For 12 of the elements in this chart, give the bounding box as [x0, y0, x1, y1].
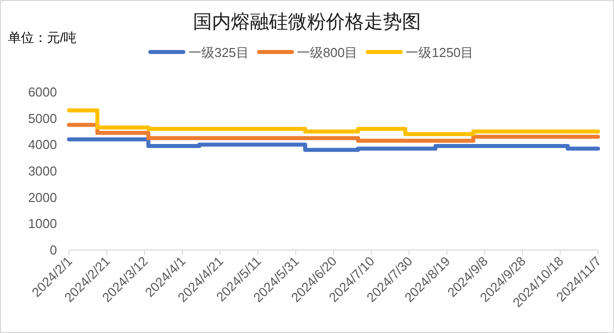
y-tick-label: 5000	[28, 110, 57, 126]
y-tick-label: 2000	[28, 190, 57, 205]
text: 单位：元/吨	[8, 30, 77, 45]
y-tick-label: 0	[50, 242, 57, 258]
legend-label: 一级1250目	[406, 45, 474, 60]
legend-label: 一级325目	[188, 45, 250, 60]
y-tick-label: 1000	[28, 216, 57, 232]
y-tick-label: 4000	[28, 137, 57, 152]
legend-label: 一级800目	[297, 45, 358, 60]
y-tick-label: 3000	[28, 164, 57, 178]
y-tick-label: 6000	[28, 84, 57, 100]
chart-title: 国内熔融硅微粉价格走势图	[193, 11, 421, 33]
